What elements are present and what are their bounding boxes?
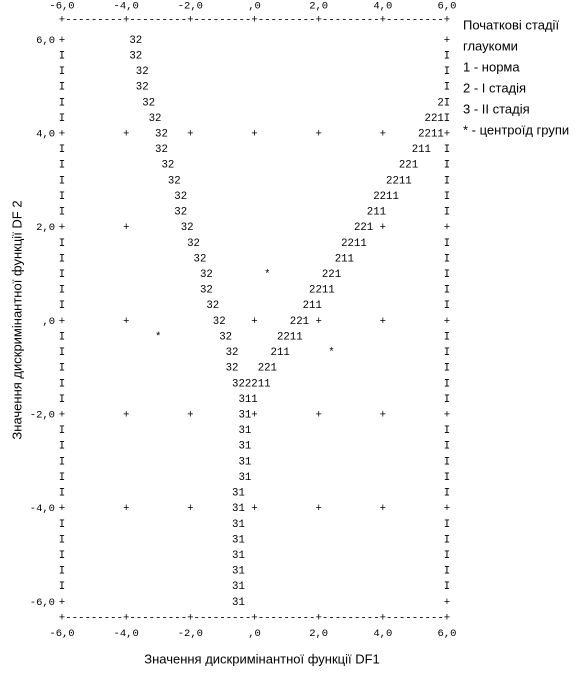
map-row: I 32 211 I	[59, 207, 450, 219]
legend-item: * - центроїд групи	[463, 122, 569, 137]
x-tick-label-top: -4,0	[114, 0, 139, 12]
y-tick-label: -4,0	[30, 503, 55, 515]
x-tick-label: 2,0	[309, 628, 328, 640]
map-row: I 32 2211 I	[59, 238, 450, 250]
legend-title: Початкові стадії	[463, 17, 559, 32]
map-row: I 32 221I	[59, 113, 450, 125]
map-row: I 31 I	[59, 425, 450, 437]
x-tick-label: -2,0	[178, 628, 203, 640]
map-row: I 32 I	[59, 50, 450, 62]
map-row: + + + 31 + + + +	[59, 503, 450, 515]
y-tick-label: 2,0	[36, 222, 55, 234]
legend-item: 1 - норма	[463, 59, 520, 74]
x-tick-label: -6,0	[49, 628, 74, 640]
map-row: I 32 I	[59, 82, 450, 94]
map-border-top: +---------+---------+---------+---------…	[59, 15, 450, 27]
map-row: I 32 211 I	[59, 144, 450, 156]
map-row: I 32 I	[59, 66, 450, 78]
legend-title: глаукоми	[463, 38, 518, 53]
map-row: I 32 211 * I	[59, 347, 450, 359]
y-tick-label: ,0	[42, 316, 55, 328]
map-row: I 322211 I	[59, 378, 450, 390]
map-row: + 32 +	[59, 35, 450, 47]
map-row: + + + 31+ + + +	[59, 409, 450, 421]
legend-item: 3 - ІІ стадія	[463, 101, 530, 116]
x-tick-label-top: -6,0	[49, 0, 74, 12]
map-row: I 32 2211 I	[59, 175, 450, 187]
x-tick-label-top: -2,0	[178, 0, 203, 12]
map-row: + + 32 + 221 + + +	[59, 316, 450, 328]
map-row: I 31 I	[59, 550, 450, 562]
map-row: I 32 2211 I	[59, 285, 450, 297]
map-row: I 32 221 I	[59, 363, 450, 375]
y-tick-label: -2,0	[30, 409, 55, 421]
map-row: + 31 +	[59, 597, 450, 609]
y-tick-label: 6,0	[36, 35, 55, 47]
map-row: I 32 * 221 I	[59, 269, 450, 281]
map-row: I 31 I	[59, 519, 450, 531]
map-row: I 32 221 I	[59, 160, 450, 172]
map-row: I 31 I	[59, 488, 450, 500]
legend-item: 2 - І стадія	[463, 80, 526, 95]
map-row: I 31 I	[59, 581, 450, 593]
map-row: I 32 2I	[59, 97, 450, 109]
map-row: I 311 I	[59, 394, 450, 406]
x-tick-label: 4,0	[373, 628, 392, 640]
map-row: I 31 I	[59, 534, 450, 546]
map-row: I 32 2211 I	[59, 191, 450, 203]
x-tick-label: -4,0	[114, 628, 139, 640]
x-tick-label-top: 4,0	[373, 0, 392, 12]
map-row: I 31 I	[59, 456, 450, 468]
x-tick-label-top: 6,0	[438, 0, 457, 12]
map-row: I 31 I	[59, 566, 450, 578]
x-axis-title: Значення дискримінантної функції DF1	[144, 651, 380, 666]
x-tick-label: 6,0	[438, 628, 457, 640]
x-tick-label-top: ,0	[248, 0, 261, 12]
y-tick-label: -6,0	[30, 597, 55, 609]
y-tick-label: 4,0	[36, 128, 55, 140]
map-row: + + 32 221 + +	[59, 222, 450, 234]
y-axis-title: Значення дискримінантної функції DF 2	[9, 200, 24, 439]
map-row: I 31 I	[59, 472, 450, 484]
map-row: I 32 211 I	[59, 253, 450, 265]
map-border-bottom: +---------+---------+---------+---------…	[59, 612, 450, 624]
map-row: I 32 211 I	[59, 300, 450, 312]
x-tick-label: ,0	[248, 628, 261, 640]
map-row: + + 32 + + + + 2211+	[59, 128, 450, 140]
map-row: I * 32 2211 I	[59, 331, 450, 343]
x-tick-label-top: 2,0	[309, 0, 328, 12]
map-row: I 31 I	[59, 441, 450, 453]
